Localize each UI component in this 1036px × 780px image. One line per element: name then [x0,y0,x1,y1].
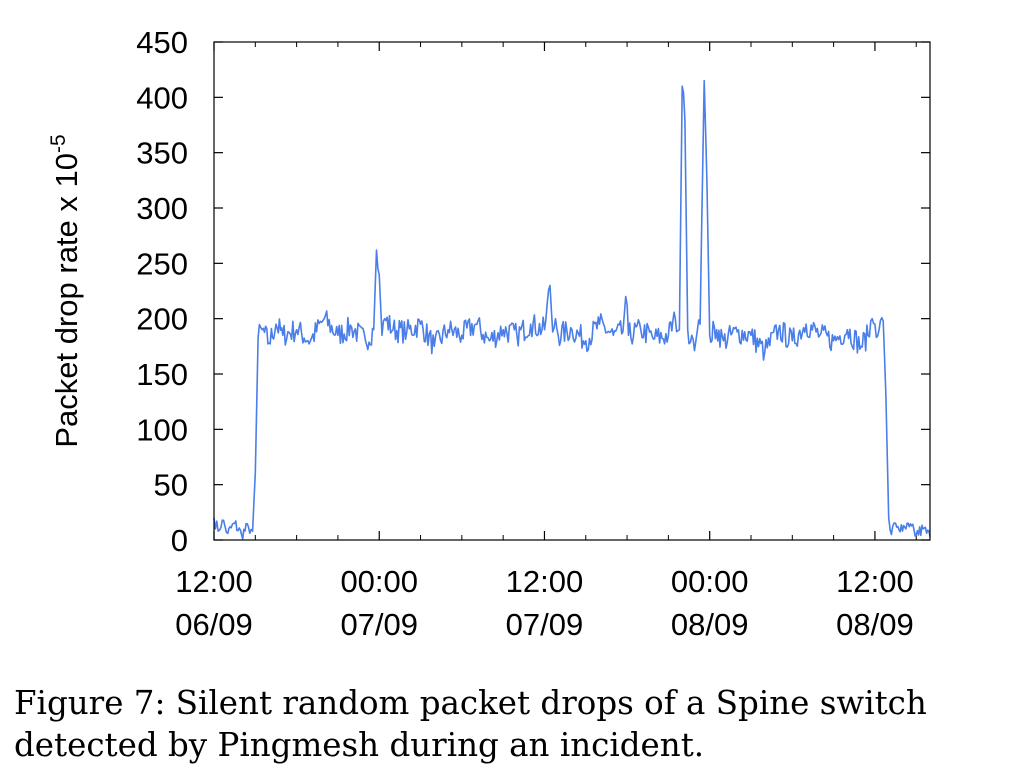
x-tick-label-time: 12:00 [175,564,253,599]
y-tick-label: 0 [171,523,188,558]
x-tick-labels: 12:00 06/09 00:00 07/09 12:00 07/09 00:00 08/09… [175,564,914,642]
y-axis-label-text: Packet drop rate x 10 [49,153,84,448]
y-axis-label-exponent: -5 [47,134,70,153]
y-tick-label: 350 [136,136,188,171]
y-tick-label: 400 [136,80,188,115]
x-tick-label-date: 07/09 [340,607,418,642]
caption-line-1: Figure 7: Silent random packet drops of … [14,684,927,722]
caption-line-2: detected by Pingmesh during an incident. [14,726,705,764]
y-tick-label: 100 [136,412,188,447]
y-tick-label: 250 [136,246,188,281]
series-line [213,79,931,540]
x-tick-label-time: 00:00 [340,564,418,599]
x-tick-label: 12:00 07/09 [506,564,584,642]
y-tick-label: 450 [136,25,188,60]
x-tick-label-time: 12:00 [506,564,584,599]
plot-area-frame [213,41,931,541]
x-tick-label: 12:00 06/09 [175,564,253,642]
x-tick-label: 00:00 07/09 [340,564,418,642]
y-tick-label: 200 [136,302,188,337]
x-tick-label-date: 08/09 [671,607,749,642]
x-tick-label-time: 00:00 [671,564,749,599]
line-chart: 0 50 100 150 200 250 300 350 400 450 12:00 06/09 00… [47,25,931,642]
y-tick-label: 50 [154,468,188,503]
x-tick-label-time: 12:00 [836,564,914,599]
y-tick-label: 150 [136,357,188,392]
tick-marks [213,41,930,541]
x-tick-label-date: 06/09 [175,607,253,642]
x-tick-label: 00:00 08/09 [671,564,749,642]
y-tick-labels: 0 50 100 150 200 250 300 350 400 450 [136,25,188,558]
x-tick-label: 12:00 08/09 [836,564,914,642]
x-tick-label-date: 07/09 [506,607,584,642]
y-tick-label: 300 [136,191,188,226]
y-axis-label: Packet drop rate x 10-5 [47,134,84,447]
figure-caption: Figure 7: Silent random packet drops of … [14,682,1030,766]
x-tick-label-date: 08/09 [836,607,914,642]
